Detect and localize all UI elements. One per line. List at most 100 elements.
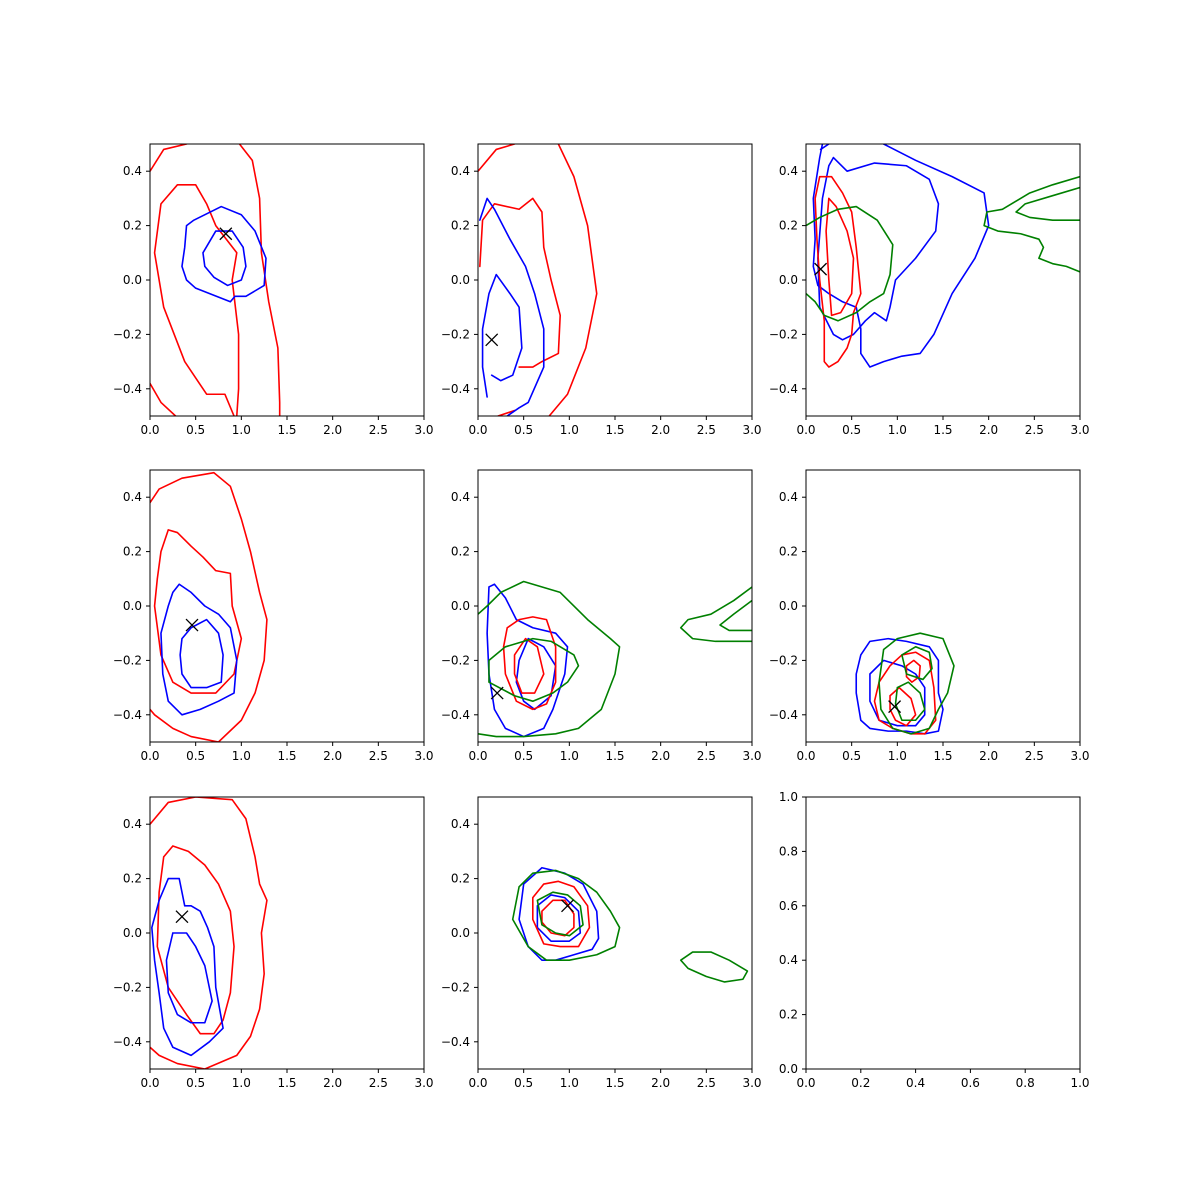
x-tick-label: 1.5	[933, 749, 952, 763]
y-tick-label: −0.4	[441, 382, 470, 396]
y-tick-label: 0.2	[451, 219, 470, 233]
y-tick-label: 0.0	[779, 1062, 798, 1076]
y-tick-label: −0.2	[113, 980, 142, 994]
x-tick-label: 0.5	[842, 423, 861, 437]
x-tick-label: 0.0	[140, 749, 159, 763]
contour-green-7	[894, 681, 926, 722]
x-tick-label: 0.0	[796, 749, 815, 763]
x-tick-label: 2.5	[697, 423, 716, 437]
contour-blue-4	[165, 932, 213, 1024]
y-tick-label: −0.4	[441, 1035, 470, 1049]
x-tick-label: 0.4	[906, 1076, 925, 1090]
contour-blue-2	[869, 659, 926, 727]
contour-red-5	[825, 197, 855, 317]
x-marker	[814, 262, 828, 276]
contour-red-4	[541, 899, 575, 937]
x-tick-label: 1.0	[560, 423, 579, 437]
contour-green-8	[1015, 186, 1080, 221]
x-tick-label: 0.5	[842, 749, 861, 763]
x-tick-label: 2.5	[697, 749, 716, 763]
x-tick-label: 1.0	[232, 1076, 251, 1090]
subplot-2: 0.0 0.5 1.0 1.5 2.0 2.5 3.0 −0.4 −0.2 0.0 0.2 0.4	[441, 143, 762, 437]
axes-frame	[477, 796, 753, 1070]
axes-frame	[477, 143, 753, 417]
y-tick-label: 0.4	[123, 164, 142, 178]
subplot-4: 0.0 0.5 1.0 1.5 2.0 2.5 3.0 −0.4 −0.2 0.0 0.2 0.4	[113, 469, 434, 763]
contour-blue-1	[486, 583, 569, 738]
y-tick-label: 0.4	[123, 490, 142, 504]
contour-green-6	[536, 891, 584, 937]
x-tick-label: 3.0	[414, 749, 433, 763]
x-tick-label: 0.5	[186, 1076, 205, 1090]
subplot-9: 0.0 0.2 0.4 0.6 0.8 1.0 0.0 0.2 0.4 0.6 0.8 1.0	[779, 790, 1090, 1090]
x-marker	[490, 686, 504, 700]
contour-blue-2	[812, 144, 990, 368]
x-tick-label: 0.5	[514, 749, 533, 763]
y-tick-label: 0.4	[779, 953, 798, 967]
x-tick-label: 1.5	[605, 1076, 624, 1090]
subplot-1: 0.0 0.5 1.0 1.5 2.0 2.5 3.0 −0.4 −0.2 0.0 0.2 0.4	[113, 143, 434, 437]
plot-area	[478, 144, 598, 416]
subplot-3: 0.0 0.5 1.0 1.5 2.0 2.5 3.0 −0.4 −0.2 0.0 0.2 0.4	[769, 143, 1090, 437]
y-tick-label: 0.2	[451, 872, 470, 886]
contour-blue-6	[202, 230, 247, 287]
contour-green-7	[679, 951, 749, 983]
contour-red-4	[479, 197, 561, 368]
x-tick-label: 0.0	[468, 423, 487, 437]
plot-area	[478, 580, 752, 738]
y-tick-label: −0.2	[113, 327, 142, 341]
x-tick-label: 0.6	[961, 1076, 980, 1090]
x-marker	[219, 227, 233, 241]
x-tick-label: 3.0	[1070, 423, 1089, 437]
x-tick-label: 2.5	[369, 423, 388, 437]
x-tick-label: 2.5	[1025, 423, 1044, 437]
contour-blue-5	[479, 197, 545, 416]
x-tick-label: 1.0	[1070, 1076, 1089, 1090]
contour-blue-1	[855, 637, 944, 735]
y-tick-label: 0.0	[123, 599, 142, 613]
x-tick-label: 2.0	[323, 749, 342, 763]
x-tick-label: 1.5	[277, 749, 296, 763]
plot-area	[150, 471, 268, 742]
x-tick-label: 1.5	[933, 423, 952, 437]
x-tick-label: 1.0	[888, 749, 907, 763]
contour-red-2	[156, 845, 235, 1035]
x-tick-label: 0.8	[1016, 1076, 1035, 1090]
x-tick-label: 2.5	[697, 1076, 716, 1090]
x-tick-label: 3.0	[742, 1076, 761, 1090]
contour-green-7	[983, 175, 1080, 273]
y-tick-label: 0.4	[451, 164, 470, 178]
x-marker	[561, 899, 574, 913]
contour-red-1	[478, 144, 516, 172]
contour-green-8	[719, 599, 752, 632]
x-marker	[888, 700, 902, 714]
x-tick-label: 2.0	[979, 749, 998, 763]
plot-area	[511, 866, 749, 983]
contour-green-5	[478, 580, 621, 738]
plot-area	[855, 632, 955, 735]
y-tick-label: 0.4	[123, 817, 142, 831]
axes-frame	[805, 796, 1081, 1070]
contour-blue-5	[181, 205, 267, 303]
x-tick-label: 2.0	[323, 1076, 342, 1090]
x-tick-label: 2.5	[369, 1076, 388, 1090]
x-tick-label: 0.2	[851, 1076, 870, 1090]
x-tick-label: 0.5	[514, 1076, 533, 1090]
x-tick-label: 1.5	[605, 749, 624, 763]
contour-red-1	[150, 797, 268, 1069]
contour-green-8	[901, 646, 933, 681]
contour-green-5	[511, 869, 621, 961]
y-tick-label: 0.8	[779, 844, 798, 858]
x-tick-label: 1.5	[277, 1076, 296, 1090]
contour-red-4	[153, 184, 240, 416]
x-tick-label: 2.0	[651, 423, 670, 437]
subplot-8: 0.0 0.5 1.0 1.5 2.0 2.5 3.0 −0.4 −0.2 0.0 0.2 0.4	[441, 796, 762, 1090]
y-tick-label: −0.4	[113, 1035, 142, 1049]
axes-frame	[149, 469, 425, 743]
contour-green-7	[679, 586, 752, 643]
x-tick-label: 1.5	[277, 423, 296, 437]
x-tick-label: 1.0	[888, 423, 907, 437]
x-tick-label: 0.0	[140, 1076, 159, 1090]
y-tick-label: 0.2	[779, 1008, 798, 1022]
x-tick-label: 0.0	[468, 1076, 487, 1090]
